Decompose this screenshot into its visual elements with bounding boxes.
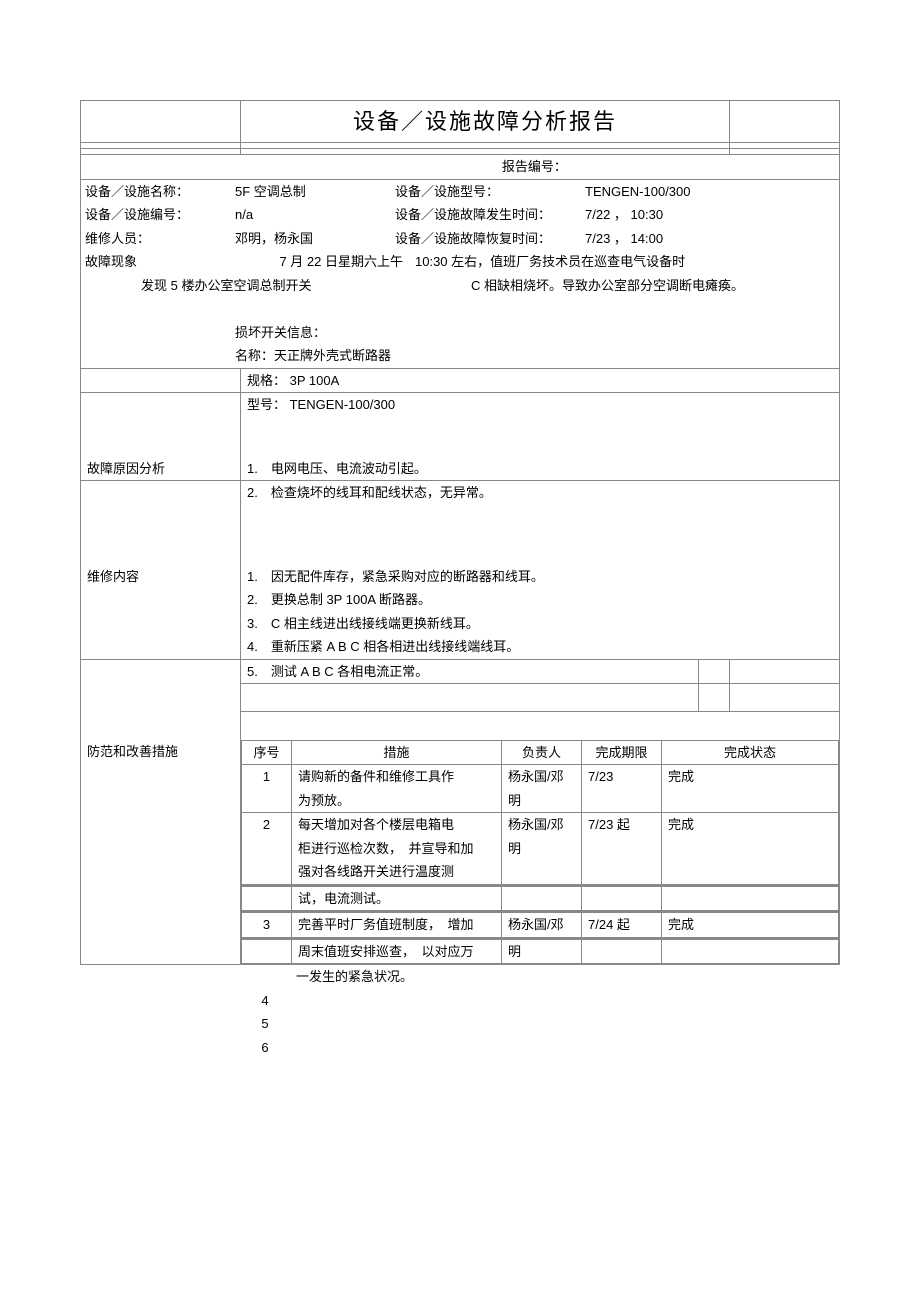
report-title: 设备／设施故障分析报告 bbox=[241, 101, 730, 143]
deadline-3: 7/24 起 bbox=[582, 913, 662, 938]
repair-item1: 1. 因无配件库存，紧急采购对应的断路器和线耳。 bbox=[241, 565, 840, 589]
col-action: 措施 bbox=[292, 740, 502, 765]
below-table: 一发生的紧急状况。 4 5 6 bbox=[80, 965, 840, 1059]
col-deadline: 完成期限 bbox=[582, 740, 662, 765]
label-fault-time: 设备／设施故障发生时间： bbox=[391, 203, 581, 227]
seq-3: 3 bbox=[242, 913, 292, 938]
extra-5: 5 bbox=[240, 1012, 290, 1036]
action-2-l4: 试，电流测试。 bbox=[292, 886, 502, 911]
action-2-l3: 强对各线路开关进行温度测 bbox=[292, 860, 502, 884]
person-3-l1: 杨永国/邓 bbox=[502, 913, 582, 938]
report-number-label: 报告编号： bbox=[498, 155, 839, 179]
symptom-line2a: 发现 5 楼办公室空调总制开关 bbox=[81, 274, 411, 298]
action-1-l1: 请购新的备件和维修工具作 bbox=[292, 765, 502, 789]
label-number: 设备／设施编号： bbox=[81, 203, 231, 227]
col-seq: 序号 bbox=[242, 740, 292, 765]
title-left-cell bbox=[81, 101, 241, 143]
cause-item2: 2. 检查烧坏的线耳和配线状态，无异常。 bbox=[241, 481, 840, 505]
status-1: 完成 bbox=[662, 765, 839, 813]
label-name: 设备／设施名称： bbox=[81, 180, 231, 204]
label-symptom: 故障现象 bbox=[81, 250, 231, 274]
value-staff: 邓明，杨永国 bbox=[231, 227, 391, 251]
person-3-l2: 明 bbox=[502, 939, 582, 964]
person-1-l2: 明 bbox=[502, 789, 582, 813]
value-model: TENGEN-100/300 bbox=[581, 180, 839, 204]
repair-item2: 2. 更换总制 3P 100A 断路器。 bbox=[241, 588, 840, 612]
label-cause: 故障原因分析 bbox=[81, 457, 241, 481]
deadline-1: 7/23 bbox=[582, 765, 662, 813]
extra-6: 6 bbox=[240, 1036, 290, 1060]
person-2-l2: 明 bbox=[502, 837, 582, 861]
label-staff: 维修人员： bbox=[81, 227, 231, 251]
cause-item1: 1. 电网电压、电流波动引起。 bbox=[241, 457, 840, 481]
action-2-l2: 柜进行巡检次数， 并宣导和加 bbox=[292, 837, 502, 861]
col-status: 完成状态 bbox=[662, 740, 839, 765]
title-right-cell bbox=[730, 101, 840, 143]
report-table: 设备／设施故障分析报告 报告编号： 设备／设施名称： 5F 空调总制 设备／ bbox=[80, 100, 840, 965]
symptom-line2b: C 相缺相烧坏。导致办公室部分空调断电瘫痪。 bbox=[411, 274, 839, 298]
extra-4: 4 bbox=[240, 989, 290, 1013]
repair-item3: 3. C 相主线进出线接线端更换新线耳。 bbox=[241, 612, 840, 636]
label-recover-time: 设备／设施故障恢复时间： bbox=[391, 227, 581, 251]
repair-item5: 5. 测试 A B C 各相电流正常。 bbox=[241, 659, 699, 684]
action-3-l3: 一发生的紧急状况。 bbox=[290, 965, 840, 989]
person-1-l1: 杨永国/邓 bbox=[502, 765, 582, 789]
measures-table: 序号 措施 负责人 完成期限 完成状态 1 请购新的备件和维修工具作 杨永国/邓… bbox=[241, 740, 839, 885]
action-3-l2: 周末值班安排巡查， 以对应万 bbox=[292, 939, 502, 964]
damaged-info-name: 名称：天正牌外壳式断路器 bbox=[231, 344, 839, 368]
status-3: 完成 bbox=[662, 913, 839, 938]
action-3-l1: 完善平时厂务值班制度， 增加 bbox=[292, 913, 502, 938]
label-repair: 维修内容 bbox=[81, 565, 241, 589]
symptom-line1b: 10:30 左右，值班厂务技术员在巡查电气设备时 bbox=[411, 250, 839, 274]
deadline-2: 7/23 起 bbox=[582, 813, 662, 885]
value-recover-time: 7/23 ， 14:00 bbox=[581, 227, 839, 251]
value-fault-time: 7/22 ， 10:30 bbox=[581, 203, 839, 227]
col-person: 负责人 bbox=[502, 740, 582, 765]
damaged-info-model: 型号： TENGEN-100/300 bbox=[241, 393, 840, 417]
repair-item4: 4. 重新压紧 A B C 相各相进出线接线端线耳。 bbox=[241, 635, 840, 659]
symptom-line1a: 7 月 22 日星期六上午 bbox=[231, 250, 411, 274]
status-2: 完成 bbox=[662, 813, 839, 885]
action-1-l2: 为预放。 bbox=[292, 789, 502, 813]
label-measures: 防范和改善措施 bbox=[81, 740, 241, 886]
label-model: 设备／设施型号： bbox=[391, 180, 581, 204]
action-2-l1: 每天增加对各个楼层电箱电 bbox=[292, 813, 502, 837]
damaged-info-spec: 规格： 3P 100A bbox=[241, 368, 840, 393]
seq-2: 2 bbox=[242, 813, 292, 885]
person-2-l1: 杨永国/邓 bbox=[502, 813, 582, 837]
seq-1: 1 bbox=[242, 765, 292, 813]
damaged-info-title: 损坏开关信息： bbox=[231, 321, 839, 345]
value-number: n/a bbox=[231, 203, 391, 227]
value-name: 5F 空调总制 bbox=[231, 180, 391, 204]
